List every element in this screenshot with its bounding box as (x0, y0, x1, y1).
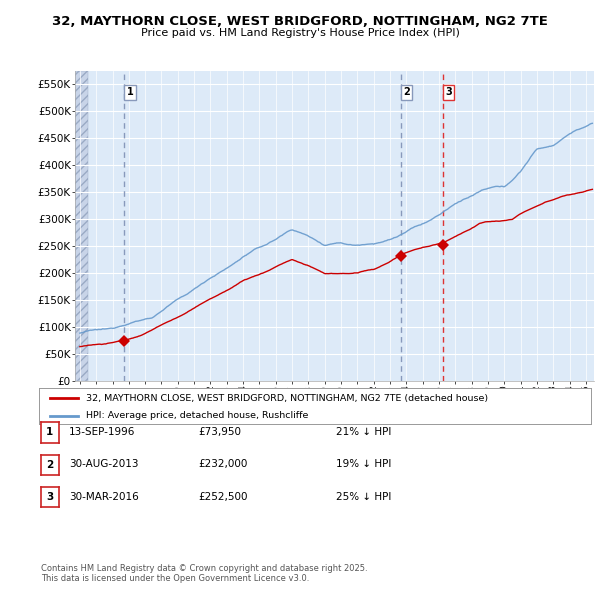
Text: Contains HM Land Registry data © Crown copyright and database right 2025.
This d: Contains HM Land Registry data © Crown c… (41, 563, 367, 583)
Text: 32, MAYTHORN CLOSE, WEST BRIDGFORD, NOTTINGHAM, NG2 7TE: 32, MAYTHORN CLOSE, WEST BRIDGFORD, NOTT… (52, 15, 548, 28)
Text: £252,500: £252,500 (198, 492, 248, 502)
Text: 32, MAYTHORN CLOSE, WEST BRIDGFORD, NOTTINGHAM, NG2 7TE (detached house): 32, MAYTHORN CLOSE, WEST BRIDGFORD, NOTT… (86, 394, 488, 402)
Text: £73,950: £73,950 (198, 427, 241, 437)
Text: 2: 2 (46, 460, 53, 470)
Bar (75, 71, 88, 381)
Text: 13-SEP-1996: 13-SEP-1996 (69, 427, 136, 437)
Text: 25% ↓ HPI: 25% ↓ HPI (336, 492, 391, 502)
Text: £232,000: £232,000 (198, 460, 247, 469)
Text: 3: 3 (445, 87, 452, 97)
Text: 3: 3 (46, 493, 53, 502)
Text: 30-AUG-2013: 30-AUG-2013 (69, 460, 139, 469)
Text: HPI: Average price, detached house, Rushcliffe: HPI: Average price, detached house, Rush… (86, 411, 308, 420)
Text: 1: 1 (46, 428, 53, 437)
Text: Price paid vs. HM Land Registry's House Price Index (HPI): Price paid vs. HM Land Registry's House … (140, 28, 460, 38)
Text: 30-MAR-2016: 30-MAR-2016 (69, 492, 139, 502)
Text: 1: 1 (127, 87, 133, 97)
Text: 21% ↓ HPI: 21% ↓ HPI (336, 427, 391, 437)
Text: 19% ↓ HPI: 19% ↓ HPI (336, 460, 391, 469)
Text: 2: 2 (403, 87, 410, 97)
